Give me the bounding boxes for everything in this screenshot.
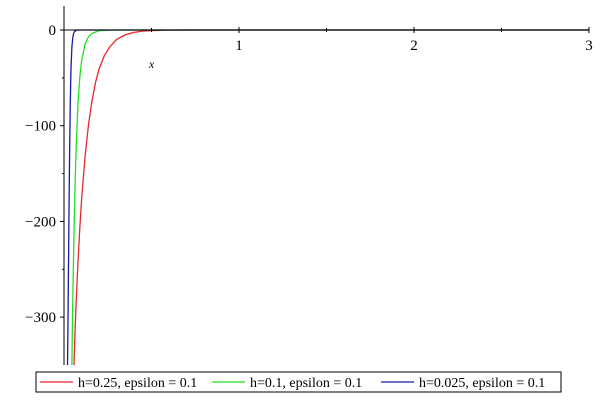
- plot-curves: [66, 29, 589, 366]
- legend: h=0.25, epsilon = 0.1 h=0.1, epsilon = 0.…: [35, 371, 562, 393]
- y-tick-label: −200: [25, 214, 56, 230]
- y-tick-label: −100: [25, 119, 56, 135]
- x-axis-label: x: [148, 57, 155, 71]
- y-tick-label: 0: [49, 23, 57, 39]
- series-line-2: [71, 29, 589, 366]
- x-ticks: 1 2 3: [151, 27, 593, 54]
- legend-label-3: h=0.025, epsilon = 0.1: [419, 376, 545, 391]
- x-tick-label: 1: [235, 38, 243, 54]
- legend-box: [35, 371, 562, 393]
- y-ticks: 0 −100 −200 −300: [25, 23, 64, 326]
- x-tick-label: 2: [410, 38, 418, 54]
- legend-label-2: h=0.1, epsilon = 0.1: [250, 376, 362, 391]
- x-tick-label: 3: [585, 38, 593, 54]
- y-tick-label: −300: [25, 310, 56, 326]
- series-line-1: [73, 29, 589, 366]
- series-line-3: [66, 29, 589, 366]
- legend-label-1: h=0.25, epsilon = 0.1: [78, 376, 197, 391]
